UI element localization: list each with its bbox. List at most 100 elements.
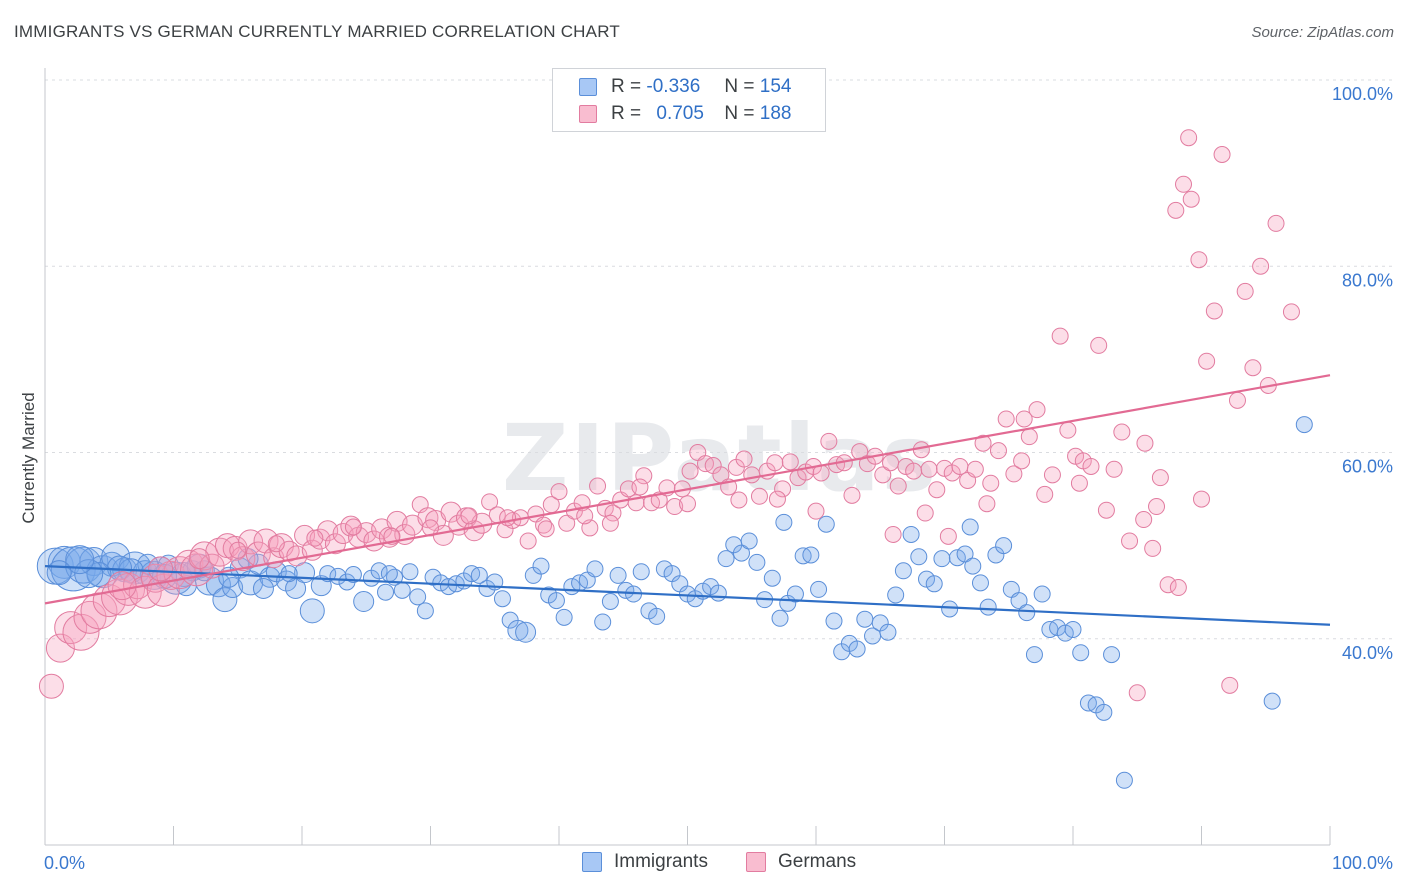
- germans-point: [1282, 303, 1300, 321]
- immigrants-point: [74, 559, 104, 589]
- germans-point: [1228, 391, 1246, 409]
- immigrants-point: [601, 593, 619, 610]
- germans-point: [905, 462, 923, 480]
- germans-point: [537, 520, 555, 538]
- germans-legend-label: Germans: [778, 851, 857, 872]
- immigrants-point: [409, 588, 427, 606]
- immigrants-point: [515, 621, 537, 643]
- immigrants-point: [1056, 624, 1074, 642]
- legend-item-immigrants[interactable]: Immigrants: [582, 851, 708, 873]
- immigrants-points: [36, 416, 1313, 789]
- immigrants-point: [586, 560, 604, 578]
- immigrants-point: [817, 515, 835, 533]
- germans-point: [1151, 469, 1169, 487]
- y-tick-label: 60.0%: [1342, 457, 1393, 477]
- immigrants-point: [848, 640, 866, 658]
- germans-point: [205, 537, 235, 567]
- germans-point: [766, 454, 784, 472]
- germans-point: [1175, 175, 1193, 193]
- germans-point: [1028, 401, 1046, 419]
- germans-point: [735, 450, 753, 468]
- germans-point: [807, 502, 825, 520]
- germans-point: [1221, 676, 1239, 694]
- germans-point: [604, 504, 622, 522]
- germans-point: [882, 454, 900, 472]
- immigrants-point: [1018, 604, 1036, 622]
- germans-point: [768, 490, 786, 508]
- immigrants-point: [380, 565, 398, 583]
- immigrants-point: [648, 607, 666, 625]
- immigrants-point: [941, 600, 959, 618]
- germans-point: [1167, 201, 1185, 219]
- immigrants-point: [902, 525, 920, 543]
- immigrants-point: [252, 577, 274, 599]
- immigrants-point: [786, 585, 804, 603]
- x-tick-label: 100.0%: [1332, 853, 1393, 873]
- germans-point: [107, 571, 137, 601]
- germans-point: [978, 495, 996, 513]
- germans-point: [344, 518, 362, 536]
- germans-point: [1121, 532, 1139, 550]
- immigrants-point: [910, 548, 928, 566]
- immigrants-point: [956, 545, 974, 563]
- immigrants-point: [925, 575, 943, 593]
- tick-labels: 40.0% 60.0% 80.0% 100.0% 0.0% 100.0%: [44, 84, 1393, 873]
- immigrants-legend-swatch: [582, 852, 602, 872]
- germans-swatch: [579, 105, 597, 123]
- immigrants-n-value: 154: [759, 76, 792, 97]
- immigrants-point: [280, 565, 298, 583]
- immigrants-point: [401, 563, 419, 581]
- germans-point: [666, 498, 684, 516]
- immigrants-point: [555, 608, 573, 626]
- germans-point: [1105, 460, 1123, 478]
- immigrants-point: [547, 592, 565, 610]
- germans-r-value: 0.705: [656, 103, 704, 124]
- n-label: N =: [724, 76, 755, 97]
- immigrants-point: [310, 575, 332, 597]
- immigrants-point: [1064, 620, 1082, 638]
- immigrants-point: [979, 598, 997, 616]
- immigrants-point: [948, 549, 966, 567]
- germans-point: [188, 548, 210, 570]
- y-tick-label: 100.0%: [1332, 84, 1393, 104]
- legend-item-germans[interactable]: Germans: [746, 851, 856, 873]
- germans-point: [820, 432, 838, 450]
- germans-point: [1013, 452, 1031, 470]
- immigrants-point: [1295, 416, 1313, 434]
- germans-point: [997, 410, 1015, 428]
- germans-point: [45, 633, 75, 663]
- immigrants-point: [1095, 703, 1113, 721]
- germans-point: [889, 477, 907, 495]
- germans-point: [1128, 684, 1146, 702]
- germans-point: [146, 573, 180, 607]
- germans-point: [519, 532, 537, 550]
- immigrants-point: [393, 581, 411, 599]
- immigrants-point: [740, 532, 758, 550]
- germans-point: [750, 487, 768, 505]
- germans-point: [1090, 336, 1108, 354]
- germans-point: [1190, 251, 1208, 269]
- germans-point: [1244, 359, 1262, 377]
- immigrants-point: [1025, 646, 1043, 664]
- germans-point: [1020, 428, 1038, 446]
- germans-point: [874, 466, 892, 484]
- germans-point: [681, 462, 699, 480]
- legend-row-immigrants: R = -0.336 N = 154: [579, 75, 791, 99]
- germans-point: [1198, 352, 1216, 370]
- germans-point: [730, 491, 748, 509]
- germans-point: [631, 478, 649, 496]
- source-label: Source: ZipAtlas.com: [1251, 24, 1394, 41]
- germans-point: [1236, 282, 1254, 300]
- immigrants-point: [370, 562, 388, 580]
- immigrants-point: [344, 565, 362, 583]
- germans-point: [306, 529, 324, 547]
- germans-point: [989, 442, 1007, 460]
- immigrants-point: [617, 581, 635, 599]
- germans-point: [743, 466, 761, 484]
- germans-point: [229, 541, 247, 559]
- immigrants-point: [709, 584, 727, 602]
- germans-point: [73, 600, 107, 634]
- germans-point: [1005, 465, 1023, 483]
- trend-lines: [44, 374, 1331, 626]
